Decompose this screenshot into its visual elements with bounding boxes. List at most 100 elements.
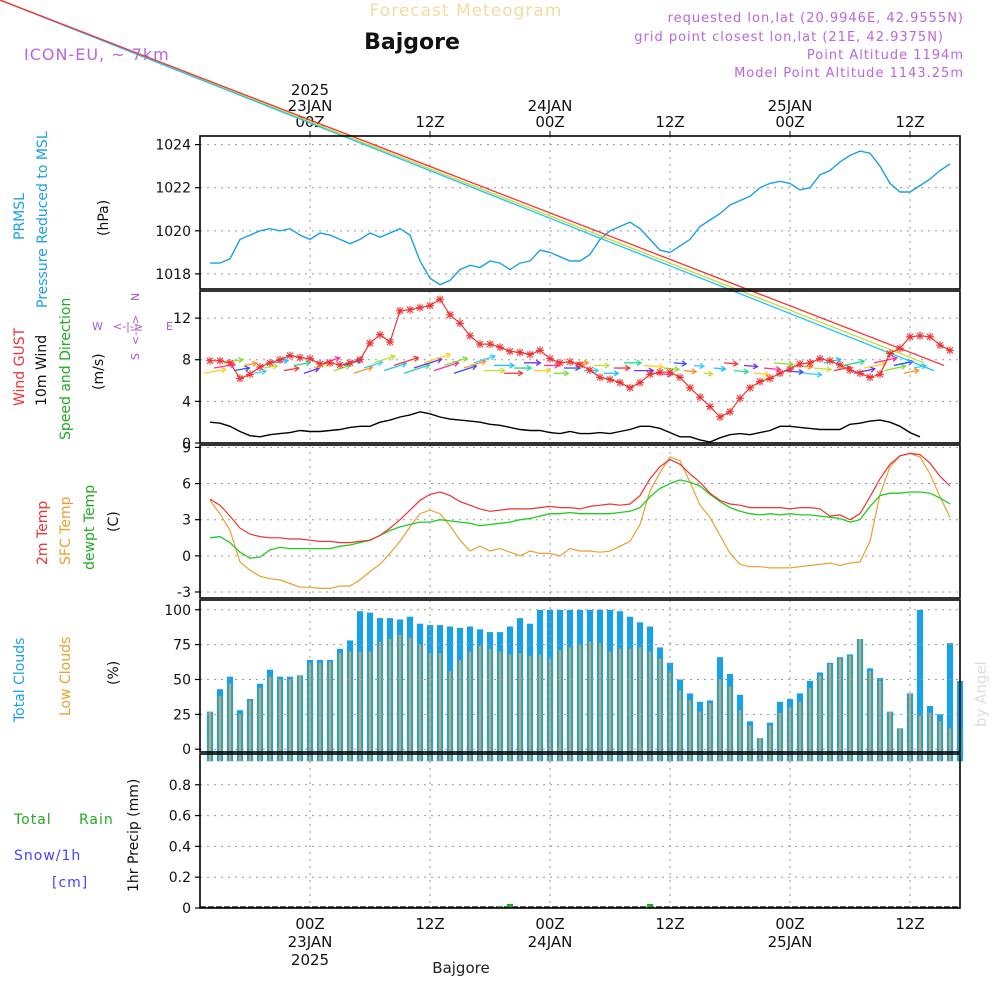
y-tick-label: 6 (182, 477, 191, 493)
low-cloud-bar (828, 664, 832, 762)
wind-arrow (293, 361, 311, 367)
top-time-axis: 202523JAN00Z12Z24JAN00Z12Z25JAN00Z12Z (288, 81, 925, 136)
gust-marker (326, 358, 334, 367)
top-tick-label: 12Z (895, 113, 924, 131)
bottom-tick-label: 25JAN (768, 933, 813, 951)
wind-arrow-head (545, 367, 552, 374)
wind-arrow-head (583, 359, 590, 366)
wind-arrow (673, 362, 687, 365)
y-tick-label: 9 (182, 440, 191, 456)
low-cloud-bar (298, 675, 302, 762)
gust-marker (636, 378, 644, 387)
low-cloud-bar (328, 661, 332, 762)
pressure-label-prmsl: PRMSL (12, 193, 28, 240)
gust-marker (346, 358, 354, 367)
low-cloud-bar (608, 651, 612, 762)
gust-marker (776, 369, 784, 378)
wind-arrow (753, 372, 769, 376)
temperature-panel: -3 0 3 6 9 2m Temp SFC Temp dewpt Temp (C) (35, 440, 960, 601)
gust-marker (216, 356, 224, 365)
top-tick-label: 00Z (535, 113, 564, 131)
gust-marker (206, 356, 214, 365)
y-tick-label: 1024 (155, 138, 191, 154)
low-cloud-bar (658, 658, 662, 762)
wind-arrow-head (869, 366, 877, 373)
gust-marker (426, 301, 434, 310)
temp-unit: (C) (106, 511, 122, 532)
gust-marker (256, 363, 264, 371)
low-cloud-bar (458, 660, 462, 762)
cloud-bars (206, 609, 964, 762)
gust-marker (626, 383, 634, 392)
low-cloud-bar (568, 647, 572, 762)
low-cloud-bar (818, 675, 822, 762)
bottom-tick-label: 24JAN (528, 933, 573, 951)
top-tick-label: 25JAN (768, 97, 813, 115)
low-cloud-bar (698, 711, 702, 762)
wind-arrow-head (752, 363, 759, 370)
temp-2m-line (209, 452, 951, 544)
low-cloud-bar (248, 700, 252, 762)
wind-arrow (243, 362, 257, 367)
gust-marker (526, 350, 534, 359)
low-cloud-bar (448, 671, 452, 762)
wind-arrow-head (798, 368, 805, 376)
low-cloud-bar (488, 648, 492, 762)
wind-arrow-head (625, 364, 631, 372)
low-cloud-bar (268, 676, 272, 762)
wind-y-ticks: 0 4 8 12 (173, 311, 200, 452)
gust-marker (606, 375, 614, 384)
wind-arrow (443, 357, 468, 367)
bottom-tick-label: 12Z (895, 915, 924, 933)
low-cloud-bar (218, 696, 222, 762)
precip-label-total: Total (13, 812, 52, 828)
precip-label-cm: [cm] (52, 875, 88, 891)
wind-arrow (873, 357, 898, 364)
gust-marker (886, 349, 894, 358)
wind-arrow-head (535, 359, 542, 366)
low-cloud-bar (478, 646, 482, 762)
low-cloud-bar (368, 651, 372, 762)
precip-label-rain: Rain (79, 812, 114, 828)
gust-marker (376, 330, 384, 339)
low-cloud-bar (928, 713, 932, 762)
wind-arrow-head (835, 357, 842, 364)
wind-arrow (883, 365, 906, 372)
wind-arrow (713, 367, 726, 370)
gust-marker (576, 360, 584, 369)
wind-arrow (723, 362, 738, 365)
wind-arrow-head (900, 363, 907, 370)
wind-arrow (803, 372, 822, 376)
bottom-tick-label: 12Z (415, 915, 444, 933)
wind-arrow-head (509, 362, 516, 369)
clouds-grid (200, 600, 960, 752)
y-tick-label: -3 (177, 585, 191, 601)
wind-arrow-head (554, 362, 561, 369)
gust-marker (696, 393, 704, 402)
gust-marker (686, 383, 694, 392)
point-altitude: Point Altitude 1194m (807, 48, 964, 63)
low-cloud-bar (618, 648, 622, 762)
gust-marker (276, 355, 284, 364)
footer-location: Bajgore (432, 959, 489, 977)
wind-arrow (473, 355, 496, 364)
gust-marker (676, 373, 684, 382)
wind-arrow-head (526, 364, 533, 372)
wind-arrow (353, 366, 373, 374)
low-cloud-bar (918, 715, 922, 762)
pressure-label-msl: Pressure Reduced to MSL (35, 131, 51, 308)
top-tick-label: 24JAN (528, 97, 573, 115)
gust-marker (916, 331, 924, 340)
low-cloud-bar (228, 683, 232, 762)
gust-marker (266, 358, 274, 367)
low-cloud-bar (438, 653, 442, 762)
y-tick-label: 100 (164, 603, 191, 619)
y-tick-label: 1018 (155, 267, 191, 283)
low-cloud-bar (548, 658, 552, 762)
low-cloud-bar (358, 651, 362, 762)
gust-marker (666, 368, 674, 377)
gust-marker (406, 305, 414, 314)
top-tick-label: 12Z (655, 113, 684, 131)
wind-arrow-head (499, 367, 506, 374)
gust-marker (756, 377, 764, 386)
